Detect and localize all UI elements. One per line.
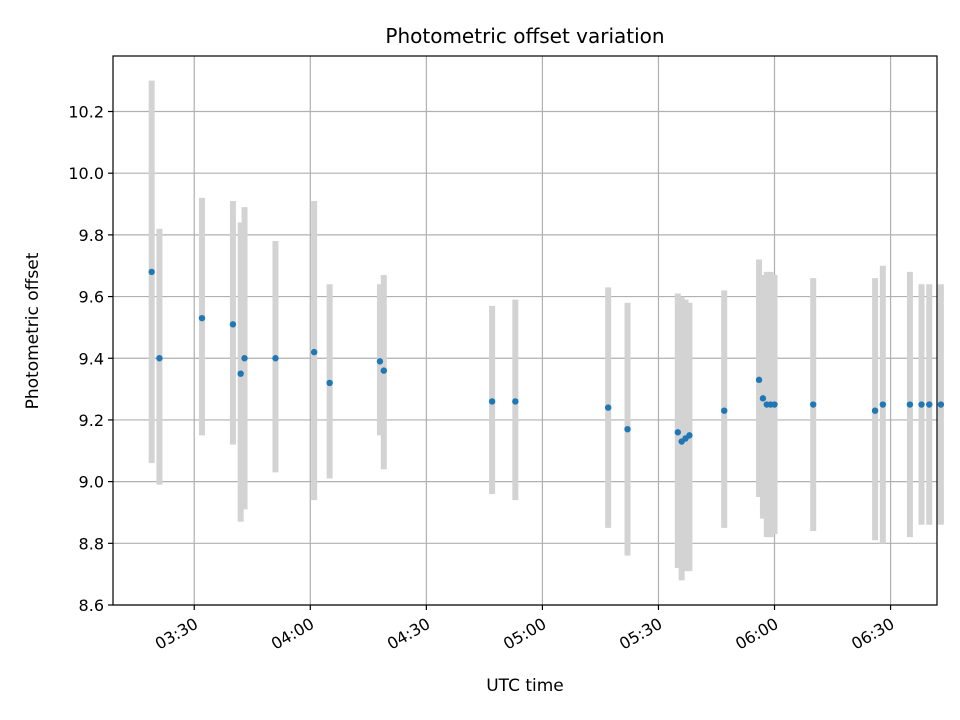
error-bars: [148, 80, 944, 581]
data-points: [148, 268, 945, 445]
data-point: [604, 404, 612, 411]
plot-area-frame: [112, 55, 938, 606]
y-tick-label: 10.2: [68, 103, 104, 122]
x-axis-ticks: 03:30 04:00 04:30 05:00 05:30 06:00 06:30: [152, 605, 898, 654]
data-point: [229, 321, 237, 328]
y-axis-label: Photometric offset: [23, 252, 43, 409]
data-point: [380, 367, 387, 374]
x-tick-label: 06:30: [848, 614, 897, 654]
x-tick-label: 06:00: [732, 614, 781, 654]
y-tick-label: 9.0: [79, 473, 104, 492]
y-tick-label: 8.6: [79, 596, 104, 615]
data-point: [624, 425, 631, 433]
x-axis-label: UTC time: [486, 676, 564, 696]
data-point: [721, 407, 728, 414]
y-tick-label: 10.0: [68, 164, 104, 183]
data-point: [272, 355, 279, 362]
y-tick-label: 9.4: [79, 349, 104, 368]
data-point: [937, 401, 945, 408]
data-point: [512, 398, 519, 405]
chart-title: Photometric offset variation: [385, 24, 664, 48]
data-point: [759, 395, 767, 402]
data-point: [771, 401, 778, 408]
x-tick-label: 04:00: [268, 614, 317, 654]
y-tick-label: 8.8: [79, 534, 104, 553]
data-point: [310, 348, 318, 356]
data-point: [686, 432, 693, 439]
x-tick-label: 05:30: [616, 614, 665, 654]
x-tick-label: 04:30: [384, 614, 433, 654]
y-tick-label: 9.6: [79, 288, 104, 307]
data-point: [755, 376, 763, 384]
data-point: [488, 398, 496, 405]
data-point: [198, 314, 206, 322]
data-point: [376, 358, 384, 365]
data-point: [926, 401, 933, 408]
data-point: [148, 268, 155, 276]
data-point: [156, 355, 163, 362]
data-point: [674, 429, 682, 436]
data-point: [918, 401, 925, 408]
data-point: [871, 407, 879, 414]
data-point: [326, 379, 333, 387]
y-tick-label: 9.2: [79, 411, 104, 430]
data-point: [810, 401, 817, 408]
data-point: [906, 401, 914, 408]
data-point: [241, 355, 248, 362]
y-axis-ticks: 8.6 8.8 9.0 9.2 9.4 9.6 9.8 10.0 10.2: [68, 103, 113, 615]
x-tick-label: 05:00: [500, 614, 549, 654]
data-point: [879, 401, 887, 408]
x-tick-label: 03:30: [152, 614, 201, 654]
data-point: [237, 370, 244, 377]
y-tick-label: 9.8: [79, 226, 104, 245]
